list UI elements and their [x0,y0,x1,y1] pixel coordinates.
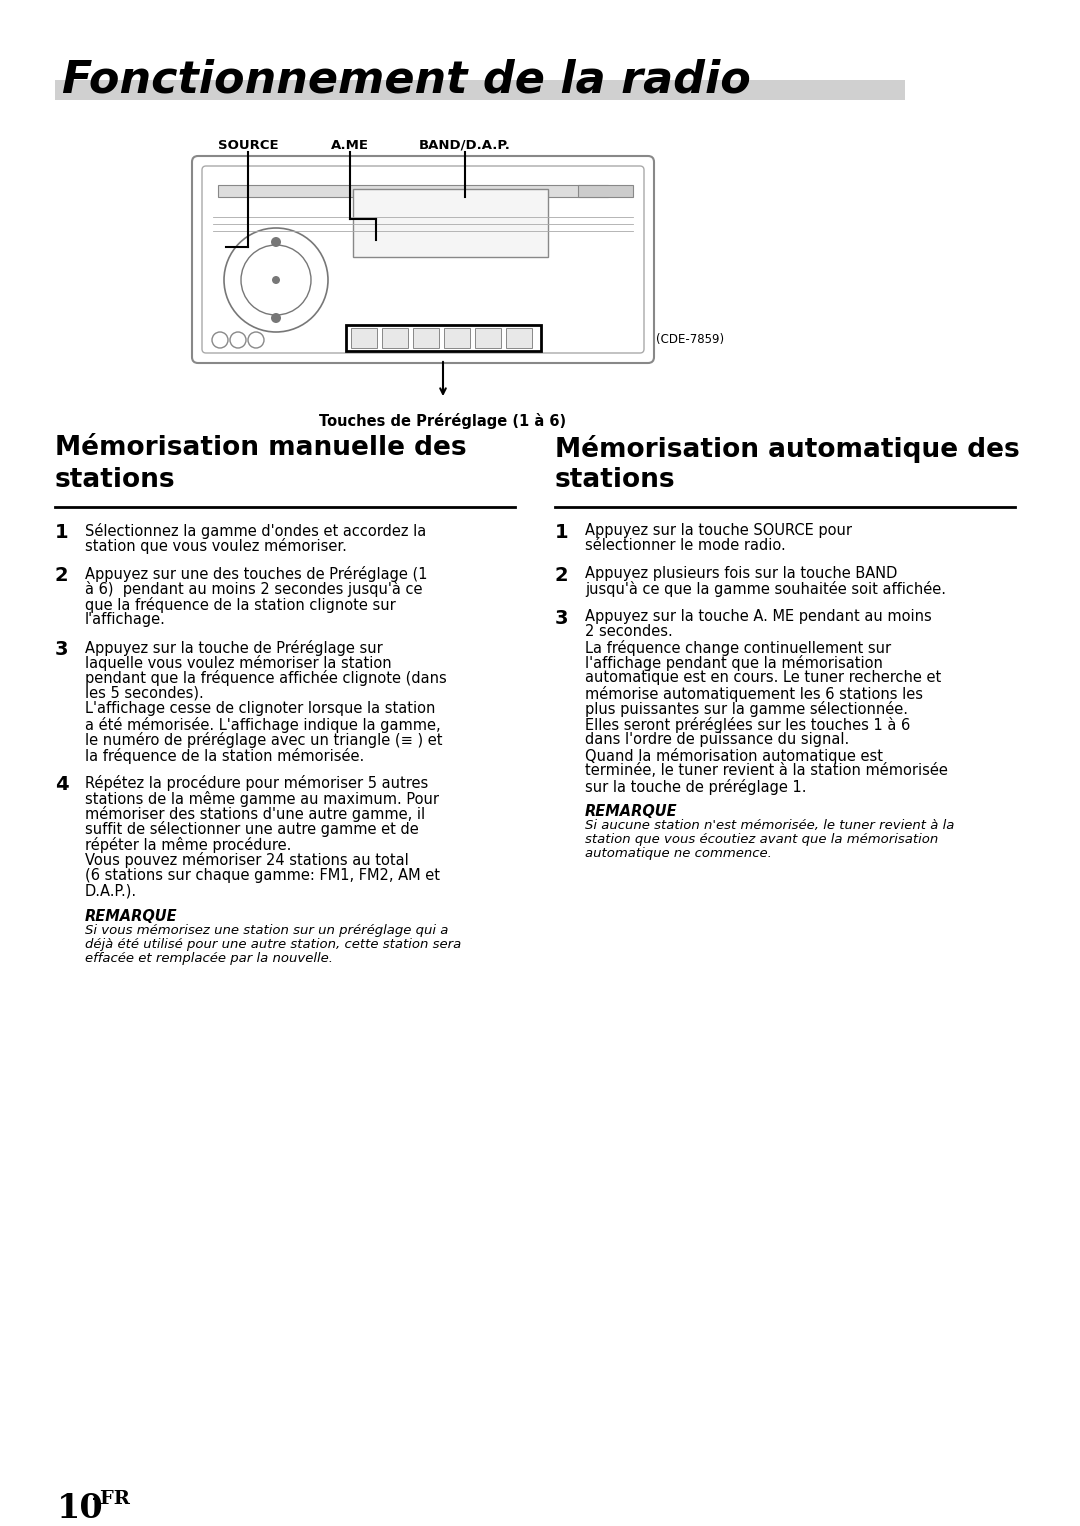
Text: pendant que la fréquence affichée clignote (dans: pendant que la fréquence affichée cligno… [85,670,447,687]
Text: 10: 10 [57,1492,104,1524]
Text: La fréquence change continuellement sur: La fréquence change continuellement sur [585,639,891,656]
Text: 3: 3 [55,639,68,659]
Text: mémorise automatiquement les 6 stations les: mémorise automatiquement les 6 stations … [585,685,923,702]
Text: Fonctionnement de la radio: Fonctionnement de la radio [62,58,751,102]
Bar [382,328,408,348]
Text: répéter la même procédure.: répéter la même procédure. [85,836,292,853]
Bar [413,328,438,348]
Text: automatique ne commence.: automatique ne commence. [585,847,772,861]
Bar [475,328,501,348]
Text: Mémorisation automatique des: Mémorisation automatique des [555,435,1020,462]
Text: le numéro de préréglage avec un triangle (≡ ) et: le numéro de préréglage avec un triangle… [85,732,443,748]
Text: jusqu'à ce que la gamme souhaitée soit affichée.: jusqu'à ce que la gamme souhaitée soit a… [585,581,946,597]
Bar [444,328,470,348]
Text: la fréquence de la station mémorisée.: la fréquence de la station mémorisée. [85,748,364,763]
Text: Appuyez sur la touche A. ME pendant au moins: Appuyez sur la touche A. ME pendant au m… [585,609,932,624]
Text: station que vous voulez mémoriser.: station que vous voulez mémoriser. [85,539,347,554]
Text: (6 stations sur chaque gamme: FM1, FM2, AM et: (6 stations sur chaque gamme: FM1, FM2, … [85,868,440,882]
Bar [55,79,905,101]
Text: suffit de sélectionner une autre gamme et de: suffit de sélectionner une autre gamme e… [85,821,419,838]
Text: laquelle vous voulez mémoriser la station: laquelle vous voulez mémoriser la statio… [85,655,392,671]
Text: REMARQUE: REMARQUE [585,804,677,819]
Text: que la fréquence de la station clignote sur: que la fréquence de la station clignote … [85,597,395,613]
Text: mémoriser des stations d'une autre gamme, il: mémoriser des stations d'une autre gamme… [85,806,426,823]
Text: plus puissantes sur la gamme sélectionnée.: plus puissantes sur la gamme sélectionné… [585,702,908,717]
Text: 2: 2 [555,566,569,584]
Bar [507,328,532,348]
Text: terminée, le tuner revient à la station mémorisée: terminée, le tuner revient à la station … [585,763,948,778]
Text: l'affichage.: l'affichage. [85,612,166,627]
Text: Si vous mémorisez une station sur un préréglage qui a: Si vous mémorisez une station sur un pré… [85,925,448,937]
Text: (CDE-7859): (CDE-7859) [656,334,724,346]
Text: 2 secondes.: 2 secondes. [585,624,673,639]
Text: 1: 1 [555,523,569,542]
Text: BAND/D.A.P.: BAND/D.A.P. [419,139,511,153]
Text: SOURCE: SOURCE [218,139,279,153]
Bar [218,185,608,197]
Text: Appuyez sur la touche SOURCE pour: Appuyez sur la touche SOURCE pour [585,523,852,539]
Circle shape [271,313,281,324]
Text: effacée et remplacée par la nouvelle.: effacée et remplacée par la nouvelle. [85,952,333,964]
Bar [353,189,548,256]
Text: les 5 secondes).: les 5 secondes). [85,685,204,700]
Text: 4: 4 [55,775,69,794]
Text: a été mémorisée. L'affichage indique la gamme,: a été mémorisée. L'affichage indique la … [85,717,441,732]
Text: Appuyez sur la touche de Préréglage sur: Appuyez sur la touche de Préréglage sur [85,639,382,656]
Text: L'affichage cesse de clignoter lorsque la station: L'affichage cesse de clignoter lorsque l… [85,702,435,716]
Text: Si aucune station n'est mémorisée, le tuner revient à la: Si aucune station n'est mémorisée, le tu… [585,819,955,832]
Text: 1: 1 [55,523,69,542]
Text: Appuyez sur une des touches de Préréglage (1: Appuyez sur une des touches de Préréglag… [85,566,428,581]
Text: Vous pouvez mémoriser 24 stations au total: Vous pouvez mémoriser 24 stations au tot… [85,852,408,868]
Text: automatique est en cours. Le tuner recherche et: automatique est en cours. Le tuner reche… [585,670,942,685]
Text: REMARQUE: REMARQUE [85,908,177,923]
Text: Elles seront préréglées sur les touches 1 à 6: Elles seront préréglées sur les touches … [585,717,910,732]
Text: stations: stations [555,467,676,493]
Text: Touches de Préréglage (1 à 6): Touches de Préréglage (1 à 6) [320,414,567,429]
Text: A.ME: A.ME [330,139,369,153]
Bar [578,185,633,197]
Text: l'affichage pendant que la mémorisation: l'affichage pendant que la mémorisation [585,655,882,671]
Text: Sélectionnez la gamme d'ondes et accordez la: Sélectionnez la gamme d'ondes et accorde… [85,523,427,539]
Text: stations: stations [55,467,176,493]
Text: sur la touche de préréglage 1.: sur la touche de préréglage 1. [585,778,807,795]
Text: -FR: -FR [92,1489,130,1508]
Text: déjà été utilisé pour une autre station, cette station sera: déjà été utilisé pour une autre station,… [85,938,461,951]
Text: station que vous écoutiez avant que la mémorisation: station que vous écoutiez avant que la m… [585,833,939,847]
FancyBboxPatch shape [192,156,654,363]
Text: Mémorisation manuelle des: Mémorisation manuelle des [55,435,467,461]
Text: 2: 2 [55,566,69,584]
Text: Répétez la procédure pour mémoriser 5 autres: Répétez la procédure pour mémoriser 5 au… [85,775,429,790]
Text: D.A.P.).: D.A.P.). [85,884,137,899]
Text: Appuyez plusieurs fois sur la touche BAND: Appuyez plusieurs fois sur la touche BAN… [585,566,897,581]
Bar [346,325,541,351]
Text: 3: 3 [555,609,568,627]
Circle shape [271,237,281,247]
Bar [351,328,377,348]
Circle shape [272,276,280,284]
Text: à 6)  pendant au moins 2 secondes jusqu'à ce: à 6) pendant au moins 2 secondes jusqu'à… [85,581,422,597]
FancyBboxPatch shape [202,166,644,353]
Text: stations de la même gamme au maximum. Pour: stations de la même gamme au maximum. Po… [85,790,438,807]
Text: sélectionner le mode radio.: sélectionner le mode radio. [585,539,786,554]
Text: Quand la mémorisation automatique est: Quand la mémorisation automatique est [585,748,883,763]
Text: dans l'ordre de puissance du signal.: dans l'ordre de puissance du signal. [585,732,849,748]
